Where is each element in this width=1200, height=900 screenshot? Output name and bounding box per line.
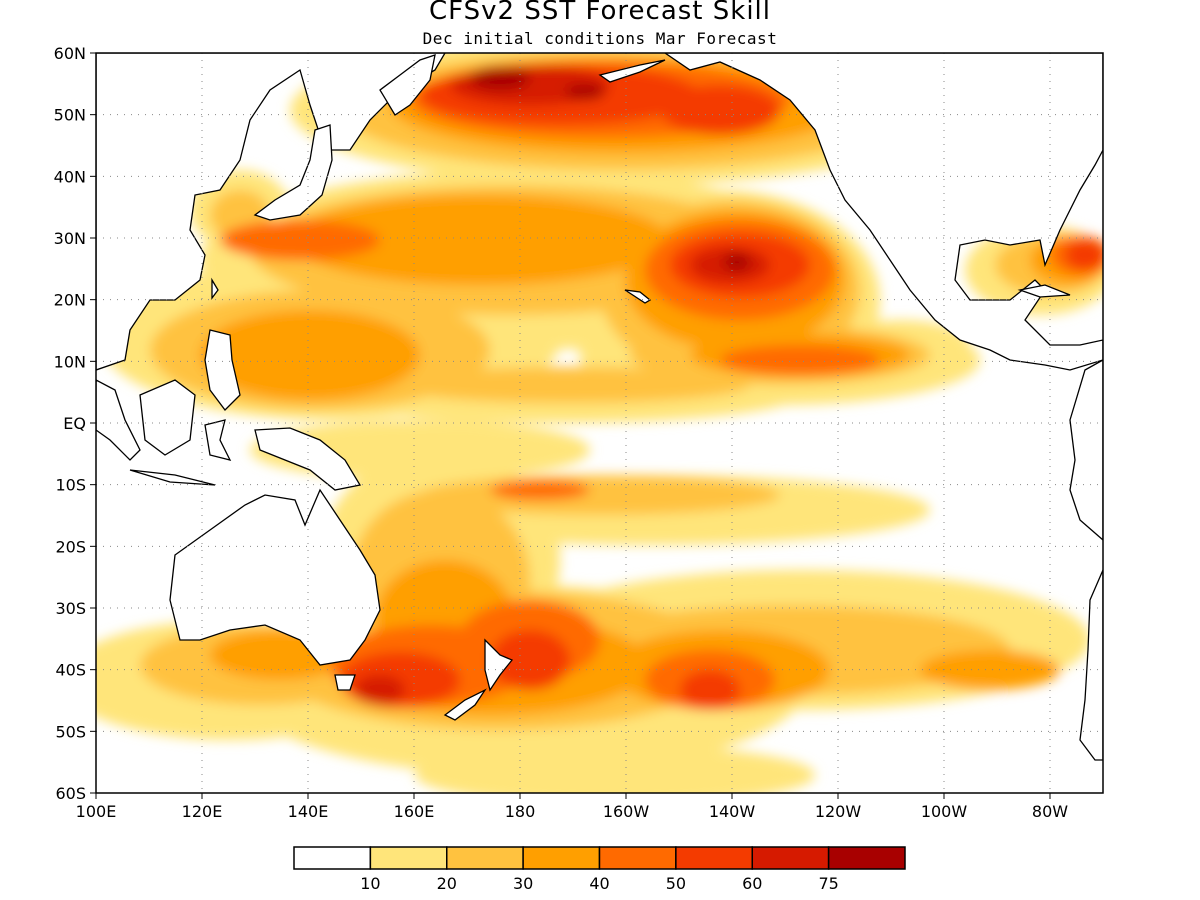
map-title: CFSv2 SST Forecast Skill [428,0,772,26]
lat-label: 30S [55,599,86,618]
landmass-malay-sumatra [96,379,141,461]
lon-label: 160W [603,802,650,821]
lat-label: 40N [54,167,86,186]
landmass-south-america [1069,359,1103,541]
landmass-australia [169,488,381,666]
lon-label: 120E [182,802,223,821]
landmass-borneo [139,379,196,456]
colorbar-swatch [751,846,830,870]
landmass-cuba [1017,284,1071,298]
landmass-japan [253,124,333,221]
colorbar-label: 30 [513,874,533,893]
lon-label: 100W [921,802,968,821]
colorbar-swatch [293,846,372,870]
colorbar-label: 60 [742,874,762,893]
longitude-labels: 100E 120E 140E 160E 180 160W 140W 120W 100W 80W [76,802,1069,821]
lat-label: 10N [54,352,86,371]
map-subtitle: Dec initial conditions Mar Forecast [422,29,778,48]
lon-label: 120W [815,802,862,821]
landmass-new-zealand-south [443,688,487,721]
lat-label: 50S [55,722,86,741]
colorbar-swatch [827,846,906,870]
colorbar-swatch [675,846,753,870]
landmass-tasmania [334,674,356,691]
landmass-chile [1079,569,1103,761]
lat-label: 20N [54,291,86,310]
lat-label: 60N [54,44,86,63]
lon-label: 140E [288,802,329,821]
colorbar-labels: 10 20 30 40 50 60 75 [360,874,839,893]
skill-area-level-75 [470,66,751,271]
latitude-labels: 60N 50N 40N 30N 20N 10N EQ 10S 20S 30S 40S 50S 60S [54,44,86,803]
landmass-north-america [663,53,1103,371]
landmass-kamchatka [379,54,436,116]
lon-label: 160E [394,802,435,821]
lat-label: 40S [55,661,86,680]
lat-label: 20S [55,537,86,556]
colorbar-label: 10 [360,874,380,893]
lon-label: 100E [76,802,117,821]
colorbar [293,846,906,870]
colorbar-swatch [522,846,601,870]
map-gridlines [96,53,1103,793]
landmass-new-zealand-north [484,638,514,692]
lat-label: 10S [55,476,86,495]
colorbar-label: 40 [589,874,609,893]
colorbar-swatch [369,846,448,870]
lat-label: 60S [55,784,86,803]
lat-label: 30N [54,229,86,248]
lon-label: 80W [1032,802,1068,821]
landmass-sulawesi [204,419,232,461]
skill-field [96,53,1103,793]
lon-label: 180 [505,802,536,821]
axis-ticks [90,52,1051,799]
landmass-taiwan [211,277,219,300]
lat-label: 50N [54,106,86,125]
lat-label: EQ [63,414,86,433]
colorbar-label: 75 [818,874,838,893]
landmass-philippines [204,329,241,411]
colorbar-swatch [446,846,524,870]
landmass-asia [96,53,446,371]
colorbar-label: 50 [666,874,686,893]
landmass-alaska-peninsula [598,59,666,83]
lon-label: 140W [709,802,756,821]
colorbar-swatch [598,846,677,870]
colorbar-label: 20 [437,874,457,893]
